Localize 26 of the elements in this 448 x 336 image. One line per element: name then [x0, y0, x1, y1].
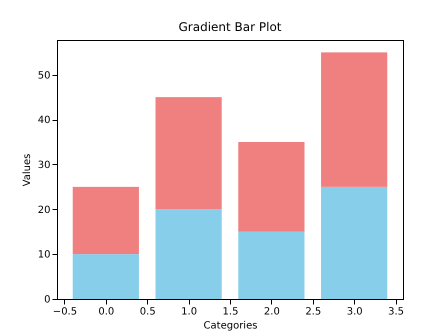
x-tick-label: 3.5: [388, 306, 404, 318]
x-tick-label: 0.0: [98, 306, 114, 318]
bar: [156, 209, 222, 299]
y-tick-label: 30: [38, 160, 50, 171]
y-axis-title: Values: [22, 154, 33, 186]
x-tick-label: 3.0: [346, 306, 363, 318]
bar: [321, 186, 388, 299]
x-axis-title: Categories: [204, 320, 258, 332]
bar: [72, 186, 139, 254]
y-tick-label: 40: [38, 115, 50, 126]
y-tick-label: 50: [38, 70, 50, 82]
x-tick-label: 2.5: [305, 306, 322, 318]
x-tick-label: 2.0: [264, 306, 280, 318]
bar: [72, 254, 139, 299]
x-tick-label: 1.0: [181, 306, 198, 318]
x-tick-label: 1.5: [222, 306, 238, 318]
bar: [238, 142, 304, 232]
bar: [156, 97, 222, 210]
y-tick-label: 10: [38, 250, 50, 261]
y-tick-label: 20: [38, 204, 50, 216]
bar: [321, 52, 388, 187]
bar: [238, 232, 304, 299]
x-tick-label: −0.5: [52, 306, 78, 318]
x-tick-label: 0.5: [140, 306, 156, 318]
y-tick-label: 0: [44, 294, 50, 306]
chart-title: Gradient Bar Plot: [178, 20, 282, 34]
